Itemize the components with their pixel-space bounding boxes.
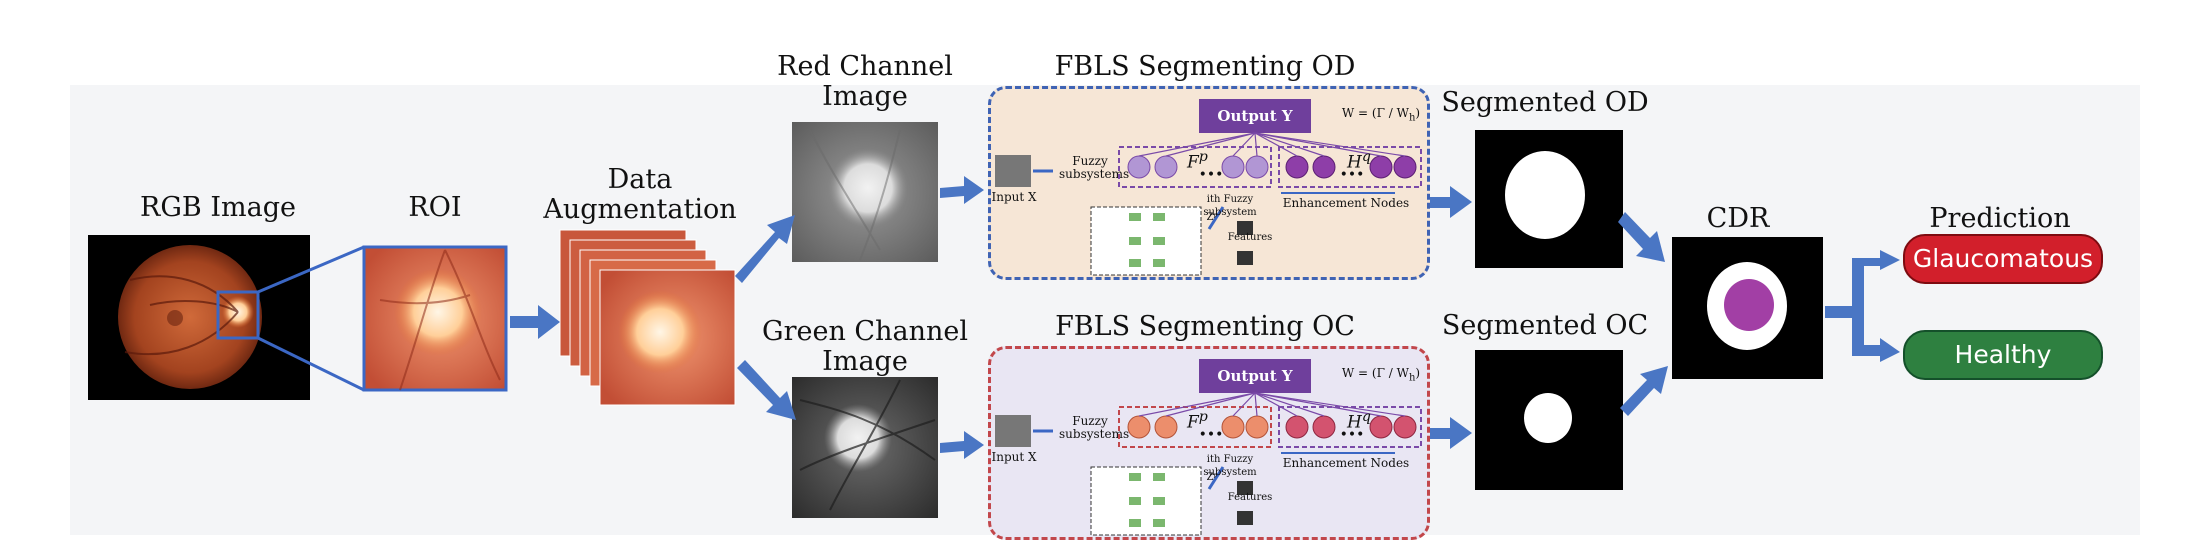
label-segmented-oc: Segmented OC	[1441, 310, 1649, 341]
arrow-aug-to-green	[737, 360, 796, 420]
augmentation-stack	[559, 229, 736, 406]
arrow-green-to-panel	[940, 431, 984, 459]
outcome-healthy: Healthy	[1903, 330, 2103, 380]
features-label-oc: Features	[1227, 492, 1273, 503]
enh-symbol-od: Hq	[1347, 149, 1371, 173]
label-fbls-od: FBLS Segmenting OD	[1054, 51, 1356, 82]
z-label-od: Zᵖ	[1206, 212, 1218, 223]
label-green-channel: Green Channel Image	[762, 316, 968, 377]
enh-dots-oc: •••	[1339, 427, 1365, 443]
outcome-glaucomatous: Glaucomatous	[1903, 234, 2103, 284]
fuzzy-subsystems-label-od: Fuzzy subsystems	[1059, 154, 1130, 181]
cdr-cup	[1724, 279, 1774, 331]
rgb-image	[88, 235, 365, 400]
label-data-augmentation: Data Augmentation	[543, 164, 737, 225]
input-thumb-od	[995, 155, 1031, 187]
arrow-segod-to-cdr	[1618, 212, 1665, 262]
input-x-label-oc: Input X	[991, 450, 1037, 464]
red-channel-image	[792, 122, 938, 262]
label-rgb-image: RGB Image	[140, 192, 296, 223]
arrow-panel-to-segod	[1425, 186, 1472, 218]
arrow-cdr-to-outcomes	[1825, 250, 1900, 362]
weights-label-oc: W = (Γ / Wh)	[1341, 366, 1421, 384]
fbls-od-panel: Output Y Input X Fuzzy subsystems	[988, 86, 1430, 280]
fuzzy-dots-oc: •••	[1198, 427, 1224, 443]
fbls-oc-panel: Output Y Input X Fuzzy subsystems	[988, 346, 1430, 540]
arrow-red-to-panel	[940, 176, 984, 204]
input-thumb-oc	[995, 415, 1031, 447]
output-y-box-oc: Output Y	[1199, 359, 1311, 393]
label-cdr: CDR	[1706, 203, 1770, 234]
label-fbls-oc: FBLS Segmenting OC	[1055, 311, 1355, 342]
flow-arrows	[510, 176, 1900, 459]
arrow-segoc-to-cdr	[1620, 366, 1668, 416]
arrow-aug-to-red	[735, 215, 795, 283]
label-segmented-od: Segmented OD	[1441, 87, 1649, 118]
output-y-box-od: Output Y	[1199, 99, 1311, 133]
ith-fuzzy-label-od: ith Fuzzy subsystem	[1203, 194, 1257, 218]
label-red-channel: Red Channel Image	[777, 51, 953, 112]
input-x-label-od: Input X	[991, 190, 1037, 204]
enhancement-nodes-label-oc: Enhancement Nodes	[1282, 456, 1410, 470]
label-roi: ROI	[408, 192, 462, 223]
enh-symbol-oc: Hq	[1347, 409, 1371, 433]
arrow-panel-to-segoc	[1425, 417, 1472, 449]
weights-label-od: W = (Γ / Wh)	[1341, 106, 1421, 124]
fbls-oc-network	[1033, 392, 1422, 536]
oc-mask	[1524, 393, 1572, 443]
label-prediction: Prediction	[1929, 203, 2071, 234]
fbls-od-network	[1033, 132, 1422, 276]
enh-dots-od: •••	[1339, 167, 1365, 183]
fuzzy-symbol-oc: Fp	[1187, 409, 1208, 433]
ith-fuzzy-label-oc: ith Fuzzy subsystem	[1203, 454, 1257, 478]
enhancement-nodes-label-od: Enhancement Nodes	[1282, 196, 1410, 210]
z-label-oc: Zᵖ	[1206, 472, 1218, 483]
green-channel-image	[792, 377, 938, 518]
fuzzy-symbol-od: Fp	[1187, 149, 1208, 173]
fuzzy-subsystems-label-oc: Fuzzy subsystems	[1059, 414, 1130, 441]
roi-image	[362, 245, 508, 392]
arrow-roi-to-aug	[510, 305, 560, 339]
fuzzy-dots-od: •••	[1198, 167, 1224, 183]
od-mask	[1505, 151, 1585, 239]
features-label-od: Features	[1227, 232, 1273, 243]
